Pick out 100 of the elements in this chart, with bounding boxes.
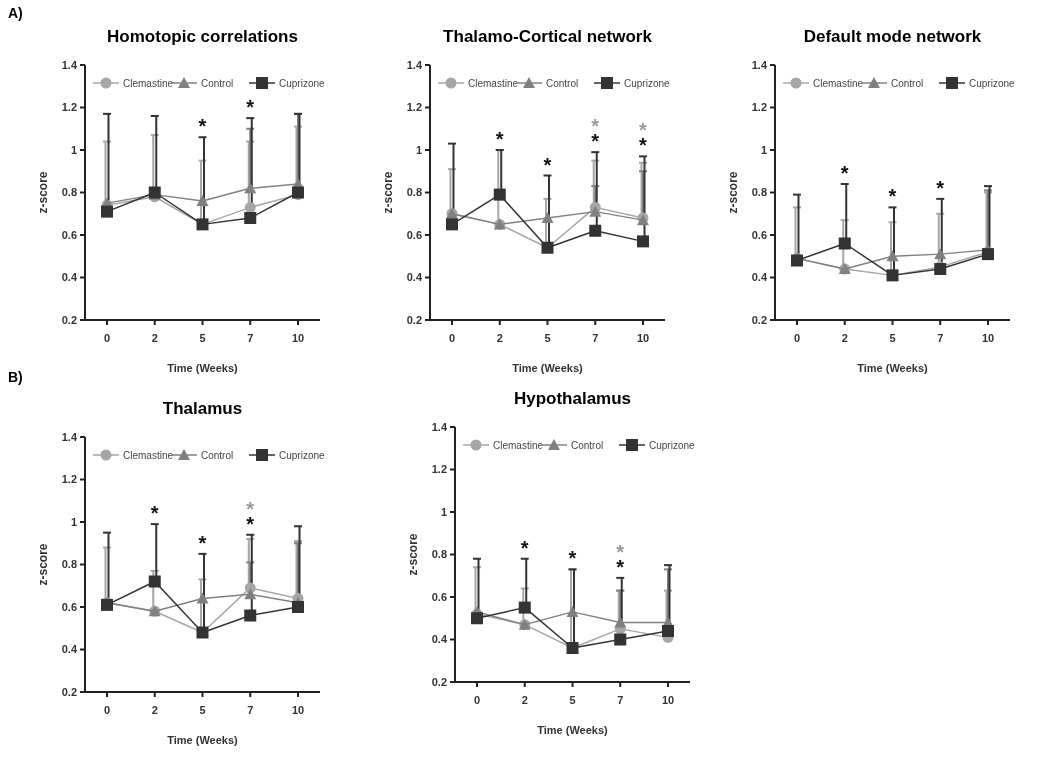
- point: [292, 601, 304, 613]
- x-tick-label: 2: [496, 332, 503, 344]
- x-tick-label: 7: [937, 332, 944, 344]
- x-tick-label: 10: [291, 332, 305, 344]
- legend-label: Clemastine: [123, 449, 174, 461]
- legend-label: Cuprizone: [279, 77, 326, 89]
- point: [566, 605, 579, 617]
- y-axis-title: z-score: [36, 543, 50, 586]
- legend-label: Cuprizone: [649, 439, 696, 451]
- y-tick-label: 0.8: [61, 558, 77, 571]
- point: [148, 575, 161, 588]
- y-tick-label: 0.4: [61, 271, 78, 284]
- y-axis-title: z-score: [726, 171, 740, 214]
- y-tick-label: 0.6: [61, 600, 77, 613]
- point: [662, 625, 674, 637]
- annotation: *: [520, 536, 529, 559]
- annotation: *: [568, 547, 577, 570]
- x-tick-label: 10: [661, 694, 675, 706]
- y-tick-label: 1.4: [61, 58, 78, 71]
- x-axis-title: Time (Weeks): [167, 734, 239, 746]
- legend-label: Cuprizone: [624, 77, 671, 89]
- x-axis-title: Time (Weeks): [857, 362, 929, 374]
- y-tick-label: 0.2: [406, 313, 422, 326]
- x-tick-label: 7: [247, 332, 254, 344]
- x-tick-label: 2: [151, 704, 158, 716]
- y-tick-label: 1.4: [431, 420, 448, 433]
- point: [518, 601, 531, 614]
- point: [589, 205, 602, 217]
- y-tick-label: 0.6: [61, 228, 77, 241]
- y-tick-label: 0.2: [751, 313, 767, 326]
- point: [541, 212, 554, 223]
- y-tick-label: 0.6: [751, 228, 767, 241]
- y-tick-label: 0.4: [406, 271, 423, 284]
- annotation: *: [246, 96, 255, 119]
- x-tick-label: 10: [636, 332, 650, 344]
- x-tick-label: 2: [521, 694, 528, 706]
- y-tick-label: 0.4: [751, 271, 768, 284]
- point: [244, 212, 257, 224]
- legend-label: Control: [546, 77, 579, 89]
- annotation: *: [936, 176, 945, 199]
- point: [446, 218, 458, 231]
- point: [101, 205, 113, 218]
- x-axis-title: Time (Weeks): [537, 724, 609, 736]
- point: [244, 609, 257, 622]
- legend-label: Clemastine: [468, 77, 519, 89]
- annotation: *: [198, 115, 207, 138]
- y-tick-label: 0.2: [61, 685, 77, 698]
- x-tick-label: 7: [617, 694, 624, 706]
- point: [471, 612, 483, 625]
- y-tick-label: 1.2: [406, 101, 422, 114]
- y-tick-label: 0.6: [406, 228, 422, 241]
- x-tick-label: 5: [889, 332, 896, 344]
- chart-title: Hypothalamus: [513, 389, 632, 408]
- x-tick-label: 0: [103, 704, 111, 716]
- y-tick-label: 1.4: [406, 58, 423, 71]
- x-tick-label: 0: [793, 332, 801, 344]
- point: [614, 616, 627, 628]
- annotation: *: [840, 162, 849, 184]
- point: [493, 188, 506, 201]
- point: [244, 588, 257, 600]
- point: [196, 592, 209, 604]
- y-tick-label: 1.4: [61, 430, 78, 443]
- y-tick-label: 0.2: [61, 313, 77, 326]
- point: [244, 182, 257, 194]
- x-tick-label: 5: [199, 704, 206, 716]
- x-tick-label: 5: [569, 694, 576, 706]
- legend-label: Clemastine: [123, 77, 174, 89]
- x-tick-label: 2: [151, 332, 158, 344]
- x-tick-label: 0: [103, 332, 111, 344]
- x-tick-label: 5: [544, 332, 551, 344]
- y-tick-label: 1.2: [61, 473, 77, 486]
- point: [934, 248, 947, 260]
- chart-title: Thalamo-Cortical network: [443, 27, 653, 46]
- y-tick-label: 0.4: [431, 633, 448, 646]
- chart-title: Homotopic correlations: [107, 27, 298, 46]
- annotation: *: [495, 128, 504, 150]
- x-tick-label: 10: [981, 332, 995, 344]
- legend-label: Control: [571, 439, 604, 451]
- y-tick-label: 1: [70, 143, 77, 156]
- legend-label: Control: [201, 449, 234, 461]
- chart-title: Default mode network: [803, 27, 982, 46]
- y-tick-label: 0.8: [406, 186, 422, 199]
- x-tick-label: 0: [448, 332, 456, 344]
- y-tick-label: 1: [70, 515, 77, 528]
- point: [838, 237, 851, 250]
- y-tick-label: 1.2: [751, 101, 767, 114]
- x-tick-label: 5: [199, 332, 206, 344]
- text: B): [8, 369, 23, 385]
- point: [244, 201, 256, 213]
- y-tick-label: 1: [760, 143, 767, 156]
- y-tick-label: 1.2: [431, 463, 447, 476]
- y-tick-label: 0.8: [431, 548, 447, 561]
- x-axis-title: Time (Weeks): [512, 362, 584, 374]
- y-tick-label: 0.8: [751, 186, 767, 199]
- y-tick-label: 1.4: [751, 58, 768, 71]
- point: [886, 250, 899, 262]
- annotation: *: [198, 531, 207, 554]
- text: A): [8, 5, 23, 21]
- point: [196, 195, 209, 206]
- y-axis-title: z-score: [381, 171, 395, 214]
